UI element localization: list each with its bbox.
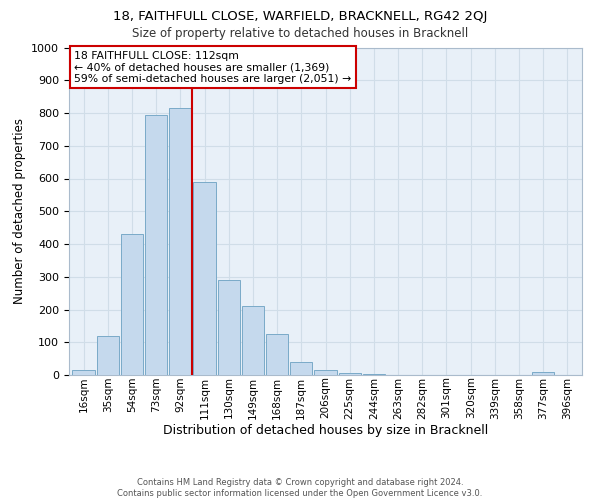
Bar xyxy=(218,280,240,375)
Bar xyxy=(242,306,264,375)
Text: Contains HM Land Registry data © Crown copyright and database right 2024.
Contai: Contains HM Land Registry data © Crown c… xyxy=(118,478,482,498)
Bar xyxy=(290,362,313,375)
Bar xyxy=(73,370,95,375)
Bar xyxy=(266,334,288,375)
Bar xyxy=(97,336,119,375)
Bar xyxy=(314,370,337,375)
Y-axis label: Number of detached properties: Number of detached properties xyxy=(13,118,26,304)
Text: Size of property relative to detached houses in Bracknell: Size of property relative to detached ho… xyxy=(132,28,468,40)
Text: 18, FAITHFULL CLOSE, WARFIELD, BRACKNELL, RG42 2QJ: 18, FAITHFULL CLOSE, WARFIELD, BRACKNELL… xyxy=(113,10,487,23)
X-axis label: Distribution of detached houses by size in Bracknell: Distribution of detached houses by size … xyxy=(163,424,488,437)
Bar xyxy=(532,372,554,375)
Bar xyxy=(169,108,191,375)
Text: 18 FAITHFULL CLOSE: 112sqm
← 40% of detached houses are smaller (1,369)
59% of s: 18 FAITHFULL CLOSE: 112sqm ← 40% of deta… xyxy=(74,51,352,84)
Bar xyxy=(338,374,361,375)
Bar xyxy=(121,234,143,375)
Bar xyxy=(145,114,167,375)
Bar xyxy=(363,374,385,375)
Bar xyxy=(193,182,215,375)
